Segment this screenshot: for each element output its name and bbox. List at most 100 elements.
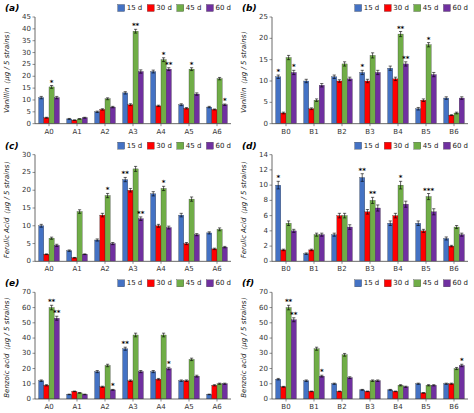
x-tick [49, 261, 50, 264]
bar [286, 308, 291, 399]
error-bar [450, 245, 453, 247]
y-tick-label: 10 [22, 96, 31, 104]
annotation: * [190, 61, 194, 69]
y-tick [33, 111, 36, 112]
y-tick [270, 322, 273, 323]
bar [332, 235, 337, 262]
bar [128, 381, 133, 399]
x-tick [342, 399, 343, 402]
bar [133, 31, 138, 123]
error-bar [371, 53, 374, 58]
error-bar [157, 105, 160, 106]
bar [388, 68, 393, 123]
x-tick-label: A6 [212, 128, 222, 136]
error-bar [68, 118, 71, 120]
x-tick [189, 124, 190, 127]
y-tick-label: 50 [259, 319, 268, 327]
bar [77, 119, 82, 124]
panel: 0510152025B0B1B2B3B4B5B6********Vanillin… [240, 3, 468, 136]
error-bar [45, 385, 48, 386]
bar [207, 394, 212, 399]
bar [276, 185, 281, 261]
error-bar [40, 224, 43, 227]
bar [416, 109, 421, 124]
error-bar [348, 77, 351, 80]
x-tick [426, 399, 427, 402]
annotation: * [111, 382, 115, 390]
error-bar [427, 385, 430, 386]
bar [276, 379, 281, 399]
error-bar [343, 353, 346, 356]
legend-swatch [384, 280, 391, 287]
error-bar [282, 112, 285, 114]
legend-swatch [414, 5, 421, 12]
error-bar [445, 97, 448, 100]
legend-swatch [384, 5, 391, 12]
bar [342, 355, 347, 399]
error-bar [282, 249, 285, 251]
error-bar [55, 244, 58, 246]
y-tick-label: 0 [27, 257, 31, 265]
legend-label: 60 d [452, 4, 468, 12]
error-bar [333, 383, 336, 384]
x-tick-label: A0 [44, 403, 53, 411]
bar [82, 254, 87, 261]
x-tick-label: B5 [421, 403, 430, 411]
panel-label: (c) [5, 141, 19, 151]
error-bar [55, 96, 58, 98]
bar [360, 178, 365, 262]
error-bar [139, 70, 142, 73]
y-axis-line [35, 292, 36, 399]
x-tick [426, 261, 427, 264]
panel-label: (a) [5, 3, 19, 13]
bar [82, 394, 87, 399]
x-tick-label: B2 [337, 403, 346, 411]
legend-swatch [177, 142, 184, 149]
x-tick-label: B6 [449, 265, 459, 273]
bar [105, 99, 110, 124]
bar [67, 251, 72, 262]
error-bar [213, 385, 216, 386]
x-tick [161, 261, 162, 264]
error-bar [213, 248, 216, 249]
error-bar [277, 181, 280, 189]
error-bar [404, 201, 407, 207]
error-bar [101, 109, 104, 110]
bar [421, 393, 426, 399]
y-tick-label: 70 [259, 288, 268, 296]
y-tick-label: 10 [259, 77, 268, 85]
legend-swatch [355, 280, 362, 287]
legend-label: 45 d [423, 279, 439, 287]
bar [309, 109, 314, 124]
bar [449, 246, 454, 261]
legend-label: 15 d [127, 279, 143, 287]
legend: 15 d30 d45 d60 d [355, 142, 468, 150]
y-tick [270, 261, 273, 262]
error-bar [73, 119, 76, 120]
y-tick-label: 0 [27, 395, 31, 403]
y-tick-label: 2 [264, 242, 268, 250]
x-tick [454, 399, 455, 402]
error-bar [333, 233, 336, 236]
error-bar [320, 233, 323, 236]
error-bar [218, 228, 221, 231]
y-tick-label: 20 [259, 34, 268, 42]
legend: 15 d30 d45 d60 d [118, 4, 231, 12]
y-tick [33, 40, 36, 41]
bar [110, 390, 115, 399]
bar [360, 390, 365, 399]
y-tick [33, 338, 36, 339]
error-bar [195, 93, 198, 95]
bar [342, 216, 347, 262]
error-bar [310, 391, 313, 393]
y-tick [33, 154, 36, 155]
error-bar [180, 380, 183, 382]
bar [337, 216, 342, 262]
y-axis-label: Vanillin（μg / 5 strains） [240, 28, 248, 113]
y-tick [270, 353, 273, 354]
error-bar [190, 358, 193, 360]
annotation: ** [165, 61, 173, 69]
x-tick [105, 261, 106, 264]
x-tick-label: B1 [309, 403, 318, 411]
legend-label: 30 d [156, 4, 172, 12]
